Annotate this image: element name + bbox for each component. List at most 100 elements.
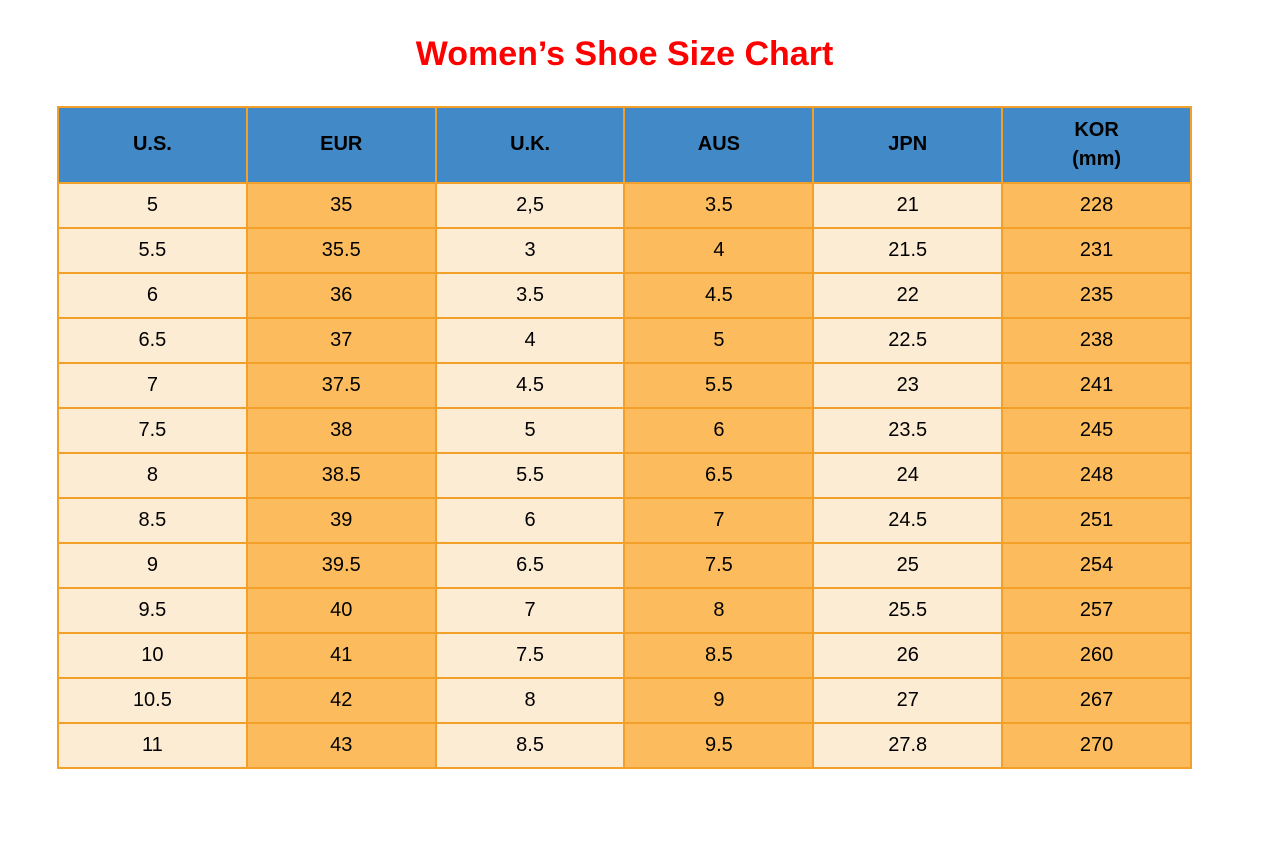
table-cell: 3 [434, 226, 626, 274]
table-cell: 241 [1001, 361, 1192, 409]
table-cell: 7 [623, 496, 815, 544]
table-cell: 3.5 [434, 271, 626, 319]
table-cell: 38.5 [245, 451, 437, 499]
table-row: 6 36 3.5 4.5 22 235 [57, 271, 1192, 319]
table-cell: 4 [434, 316, 626, 364]
table-cell: 24.5 [812, 496, 1004, 544]
table-row: 10.5 42 8 9 27 267 [57, 676, 1192, 724]
column-header-us: U.S. [57, 105, 248, 184]
table-cell: 5 [434, 406, 626, 454]
table-cell: 8.5 [434, 721, 626, 769]
table-row: 8.5 39 6 7 24.5 251 [57, 496, 1192, 544]
table-cell: 38 [245, 406, 437, 454]
table-cell: 26 [812, 631, 1004, 679]
table-cell: 7 [57, 361, 248, 409]
table-cell: 7.5 [57, 406, 248, 454]
table-cell: 36 [245, 271, 437, 319]
table-row: 5 35 2,5 3.5 21 228 [57, 181, 1192, 229]
table-cell: 257 [1001, 586, 1192, 634]
table-cell: 254 [1001, 541, 1192, 589]
table-header: U.S. EUR U.K. AUS JPN KOR (mm) [57, 105, 1192, 184]
table-cell: 21.5 [812, 226, 1004, 274]
table-cell: 37.5 [245, 361, 437, 409]
table-cell: 231 [1001, 226, 1192, 274]
table-row: 7.5 38 5 6 23.5 245 [57, 406, 1192, 454]
table-cell: 270 [1001, 721, 1192, 769]
table-cell: 5.5 [57, 226, 248, 274]
table-cell: 10 [57, 631, 248, 679]
table-cell: 228 [1001, 181, 1192, 229]
table-cell: 35 [245, 181, 437, 229]
table-cell: 8.5 [623, 631, 815, 679]
column-header-label: KOR [1074, 118, 1119, 141]
column-header-sublabel: (mm) [1072, 147, 1122, 170]
table-cell: 6.5 [434, 541, 626, 589]
table-cell: 6 [623, 406, 815, 454]
page-title: Women’s Shoe Size Chart [415, 35, 834, 73]
table-cell: 7.5 [434, 631, 626, 679]
table-cell: 10.5 [57, 676, 248, 724]
table-cell: 251 [1001, 496, 1192, 544]
table-body: 5 35 2,5 3.5 21 228 5.5 35.5 3 4 21.5 231 6 36 3.5 4.5 2… [57, 181, 1192, 769]
table-cell: 4.5 [623, 271, 815, 319]
table-cell: 25 [812, 541, 1004, 589]
table-cell: 6.5 [623, 451, 815, 499]
table-cell: 267 [1001, 676, 1192, 724]
table-cell: 11 [57, 721, 248, 769]
table-cell: 5.5 [623, 361, 815, 409]
column-header-kor: KOR (mm) [1001, 105, 1192, 184]
table-row: 11 43 8.5 9.5 27.8 270 [57, 721, 1192, 769]
table-cell: 245 [1001, 406, 1192, 454]
column-header-eur: EUR [245, 105, 437, 184]
table-cell: 23 [812, 361, 1004, 409]
table-row: 9 39.5 6.5 7.5 25 254 [57, 541, 1192, 589]
table-cell: 8 [434, 676, 626, 724]
table-cell: 6.5 [57, 316, 248, 364]
table-row: 8 38.5 5.5 6.5 24 248 [57, 451, 1192, 499]
column-header-label: U.S. [132, 133, 172, 156]
table-cell: 25.5 [812, 586, 1004, 634]
table-row: 5.5 35.5 3 4 21.5 231 [57, 226, 1192, 274]
table-cell: 9.5 [623, 721, 815, 769]
shoe-size-table: U.S. EUR U.K. AUS JPN KOR (mm) 5 35 2, [57, 105, 1192, 769]
table-cell: 4.5 [434, 361, 626, 409]
table-cell: 42 [245, 676, 437, 724]
table-cell: 23.5 [812, 406, 1004, 454]
column-header-uk: U.K. [434, 105, 626, 184]
table-row: 9.5 40 7 8 25.5 257 [57, 586, 1192, 634]
table-cell: 22 [812, 271, 1004, 319]
table-cell: 248 [1001, 451, 1192, 499]
table-cell: 5 [57, 181, 248, 229]
column-header-label: AUS [697, 133, 741, 156]
table-row: 6.5 37 4 5 22.5 238 [57, 316, 1192, 364]
table-cell: 5.5 [434, 451, 626, 499]
table-cell: 22.5 [812, 316, 1004, 364]
table-row: 10 41 7.5 8.5 26 260 [57, 631, 1192, 679]
table-cell: 40 [245, 586, 437, 634]
table-cell: 21 [812, 181, 1004, 229]
table-cell: 8 [623, 586, 815, 634]
table-row: 7 37.5 4.5 5.5 23 241 [57, 361, 1192, 409]
table-cell: 37 [245, 316, 437, 364]
table-cell: 39 [245, 496, 437, 544]
table-cell: 39.5 [245, 541, 437, 589]
table-cell: 238 [1001, 316, 1192, 364]
column-header-jpn: JPN [812, 105, 1004, 184]
table-cell: 235 [1001, 271, 1192, 319]
table-cell: 9 [623, 676, 815, 724]
table-cell: 24 [812, 451, 1004, 499]
table-cell: 8.5 [57, 496, 248, 544]
table-cell: 2,5 [434, 181, 626, 229]
table-cell: 260 [1001, 631, 1192, 679]
table-cell: 3.5 [623, 181, 815, 229]
table-cell: 41 [245, 631, 437, 679]
column-header-label: U.K. [510, 133, 551, 156]
column-header-aus: AUS [623, 105, 815, 184]
table-cell: 27 [812, 676, 1004, 724]
table-cell: 4 [623, 226, 815, 274]
table-cell: 7.5 [623, 541, 815, 589]
column-header-label: JPN [888, 133, 928, 156]
table-cell: 5 [623, 316, 815, 364]
table-cell: 8 [57, 451, 248, 499]
